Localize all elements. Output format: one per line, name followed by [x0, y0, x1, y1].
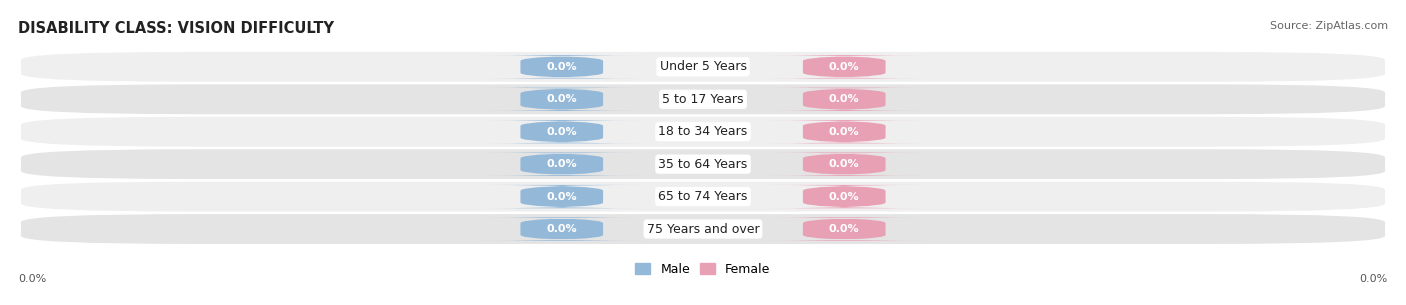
Text: 5 to 17 Years: 5 to 17 Years: [662, 93, 744, 106]
Text: 35 to 64 Years: 35 to 64 Years: [658, 158, 748, 170]
Text: 75 Years and over: 75 Years and over: [647, 223, 759, 235]
Text: Source: ZipAtlas.com: Source: ZipAtlas.com: [1270, 21, 1388, 31]
FancyBboxPatch shape: [762, 185, 927, 208]
Text: 0.0%: 0.0%: [830, 192, 859, 202]
Text: 0.0%: 0.0%: [547, 224, 576, 234]
Text: 0.0%: 0.0%: [547, 192, 576, 202]
FancyBboxPatch shape: [21, 149, 1385, 179]
Text: Under 5 Years: Under 5 Years: [659, 60, 747, 73]
FancyBboxPatch shape: [762, 152, 927, 176]
FancyBboxPatch shape: [762, 120, 927, 143]
Text: 0.0%: 0.0%: [830, 94, 859, 104]
Text: 0.0%: 0.0%: [830, 159, 859, 169]
Text: 0.0%: 0.0%: [830, 224, 859, 234]
Text: 0.0%: 0.0%: [547, 159, 576, 169]
Legend: Male, Female: Male, Female: [630, 258, 776, 281]
Text: 0.0%: 0.0%: [547, 62, 576, 72]
FancyBboxPatch shape: [762, 55, 927, 78]
Text: 18 to 34 Years: 18 to 34 Years: [658, 125, 748, 138]
FancyBboxPatch shape: [479, 217, 644, 241]
Text: 0.0%: 0.0%: [1360, 274, 1388, 284]
Text: 0.0%: 0.0%: [547, 94, 576, 104]
Text: DISABILITY CLASS: VISION DIFFICULTY: DISABILITY CLASS: VISION DIFFICULTY: [18, 21, 335, 36]
Text: 0.0%: 0.0%: [547, 127, 576, 137]
FancyBboxPatch shape: [21, 52, 1385, 82]
Text: 65 to 74 Years: 65 to 74 Years: [658, 190, 748, 203]
FancyBboxPatch shape: [479, 55, 644, 78]
Text: 0.0%: 0.0%: [18, 274, 46, 284]
FancyBboxPatch shape: [479, 120, 644, 143]
FancyBboxPatch shape: [21, 84, 1385, 114]
FancyBboxPatch shape: [479, 152, 644, 176]
FancyBboxPatch shape: [21, 117, 1385, 147]
Text: 0.0%: 0.0%: [830, 62, 859, 72]
FancyBboxPatch shape: [762, 217, 927, 241]
FancyBboxPatch shape: [479, 88, 644, 111]
FancyBboxPatch shape: [762, 88, 927, 111]
FancyBboxPatch shape: [21, 214, 1385, 244]
FancyBboxPatch shape: [21, 182, 1385, 211]
FancyBboxPatch shape: [479, 185, 644, 208]
Text: 0.0%: 0.0%: [830, 127, 859, 137]
